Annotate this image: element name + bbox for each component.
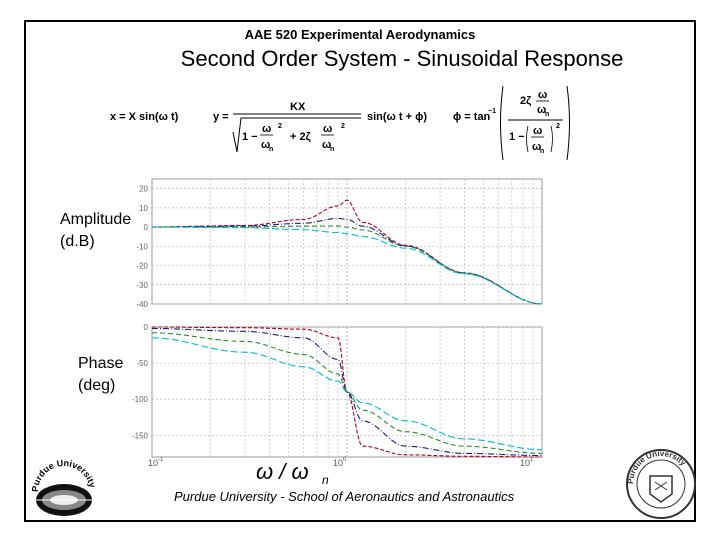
svg-text:ω: ω <box>533 125 542 137</box>
svg-text:n: n <box>540 148 544 155</box>
x-axis: 10 -1 10 0 10 1 ω / ω n <box>148 457 534 487</box>
svg-text:n: n <box>269 146 273 153</box>
output-den-one-minus: 1 − <box>242 131 258 143</box>
equations: x = X sin(ω t) y = KX 1 − ω ω n 2 + 2ζ ω… <box>110 85 570 161</box>
x-tick-mid-exp: 0 <box>343 457 347 463</box>
phase-label: Phase (deg) <box>78 355 124 394</box>
phase-series-4 <box>151 337 543 451</box>
amplitude-y-tick-label: -30 <box>136 281 148 290</box>
amplitude-y-tick-label: -40 <box>136 300 148 309</box>
phase-y-tick-label: -150 <box>132 431 149 440</box>
output-sin: sin(ω t + ϕ) <box>367 111 427 123</box>
amplitude-series-2 <box>152 217 543 305</box>
x-axis-label: ω / ω <box>256 459 309 484</box>
output-den-plus: + 2ζ <box>290 131 311 143</box>
svg-text:2ζ: 2ζ <box>520 95 531 107</box>
input-equation: x = X sin(ω t) <box>110 111 179 123</box>
phase-series-1 <box>152 326 542 458</box>
svg-text:ω: ω <box>537 104 546 116</box>
output-den-omega: ω <box>262 123 271 135</box>
x-tick-left: 10 <box>148 458 158 468</box>
output-numerator: KX <box>290 101 306 113</box>
x-tick-right-exp: 1 <box>530 457 534 463</box>
svg-text:2: 2 <box>341 123 345 130</box>
amplitude-series-4 <box>152 226 543 305</box>
svg-text:ω: ω <box>538 89 547 101</box>
amplitude-y-tick-label: 10 <box>139 204 148 213</box>
phase-series-2 <box>151 327 543 457</box>
amplitude-y-tick-label: -10 <box>136 242 148 251</box>
output-lhs: y = <box>213 111 229 123</box>
output-den-omega-n: ω <box>261 139 270 151</box>
svg-text:ω: ω <box>323 123 332 135</box>
amplitude-chart: 20 10 0 -10 -20 -30 -40 <box>136 178 543 309</box>
amplitude-plot-area <box>151 178 543 305</box>
x-tick-mid: 10 <box>333 458 343 468</box>
amplitude-y-tick-label: -20 <box>136 262 148 271</box>
purdue-logo-right: Purdue University <box>626 449 696 519</box>
phase-lhs: ϕ = tan <box>453 111 491 123</box>
svg-text:1 −: 1 − <box>509 131 525 143</box>
footer-text: Purdue University - School of Aeronautic… <box>174 489 515 504</box>
output-sqrt <box>232 117 361 153</box>
output-den-sq: 2 <box>278 123 282 130</box>
purdue-logo-left: Purdue University <box>30 458 98 516</box>
amplitude-y-tick-label: 20 <box>139 185 148 194</box>
amplitude-series-3 <box>152 225 543 305</box>
amplitude-label: Amplitude (d.B) <box>60 211 132 250</box>
phase-series-3 <box>151 332 543 454</box>
svg-text:ω: ω <box>532 141 541 153</box>
slide-frame <box>24 20 696 522</box>
amplitude-series-1 <box>152 199 543 305</box>
x-axis-label-sub: n <box>322 473 329 487</box>
amplitude-y-tick-label: 0 <box>144 223 149 232</box>
svg-text:ω: ω <box>322 139 331 151</box>
phase-y-tick-label: 0 <box>144 323 149 332</box>
phase-y-tick-label: -50 <box>136 359 148 368</box>
x-tick-left-exp: -1 <box>158 457 164 463</box>
svg-text:2: 2 <box>556 123 560 130</box>
svg-text:n: n <box>330 146 334 153</box>
slide-title: Second Order System - Sinusoidal Respons… <box>180 46 624 71</box>
course-title: AAE 520 Experimental Aerodynamics <box>244 27 476 42</box>
x-tick-right: 10 <box>520 458 530 468</box>
phase-y-tick-label: -100 <box>132 395 149 404</box>
phase-exp: −1 <box>488 108 496 115</box>
phase-chart: 0 -50 -100 -150 <box>132 323 543 458</box>
svg-text:n: n <box>545 111 549 118</box>
